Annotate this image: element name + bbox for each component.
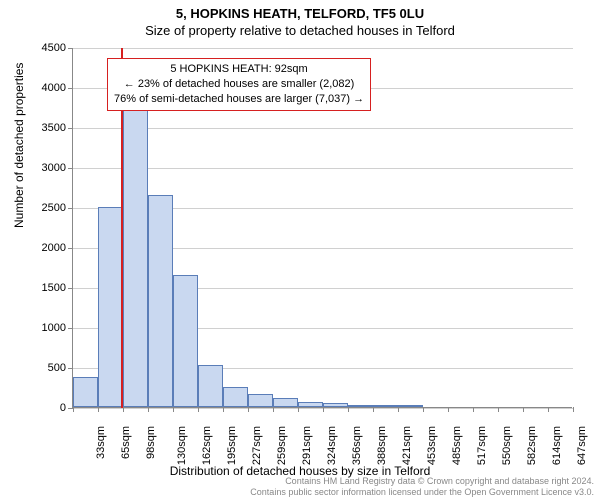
x-tick-mark xyxy=(523,407,524,412)
histogram-bar xyxy=(148,195,173,407)
x-tick-mark xyxy=(248,407,249,412)
x-tick-label: 98sqm xyxy=(145,426,157,459)
y-tick-label: 2000 xyxy=(26,242,66,254)
histogram-bar xyxy=(373,405,398,407)
grid-line xyxy=(73,168,573,169)
histogram-bar xyxy=(198,365,223,407)
x-tick-label: 291sqm xyxy=(301,426,313,465)
y-tick-label: 3500 xyxy=(26,122,66,134)
x-tick-label: 582sqm xyxy=(526,426,538,465)
x-tick-label: 614sqm xyxy=(551,426,563,465)
annotation-box: 5 HOPKINS HEATH: 92sqm ← 23% of detached… xyxy=(107,58,371,111)
histogram-bar xyxy=(123,67,148,407)
histogram-bar xyxy=(323,403,348,407)
x-tick-mark xyxy=(298,407,299,412)
footer-line-2: Contains public sector information licen… xyxy=(250,487,594,498)
x-tick-label: 388sqm xyxy=(376,426,388,465)
y-tick-mark xyxy=(68,128,73,129)
y-tick-label: 3000 xyxy=(26,162,66,174)
histogram-bar xyxy=(173,275,198,407)
y-tick-mark xyxy=(68,328,73,329)
y-tick-label: 500 xyxy=(26,362,66,374)
histogram-bar xyxy=(248,394,273,407)
y-tick-mark xyxy=(68,88,73,89)
footer-line-1: Contains HM Land Registry data © Crown c… xyxy=(250,476,594,487)
y-tick-mark xyxy=(68,48,73,49)
x-tick-mark xyxy=(348,407,349,412)
y-tick-mark xyxy=(68,248,73,249)
x-tick-label: 485sqm xyxy=(451,426,463,465)
y-axis-label: Number of detached properties xyxy=(12,63,26,228)
x-tick-label: 324sqm xyxy=(326,426,338,465)
x-tick-mark xyxy=(73,407,74,412)
grid-line xyxy=(73,48,573,49)
x-tick-label: 195sqm xyxy=(226,426,238,465)
x-tick-mark xyxy=(98,407,99,412)
x-tick-label: 517sqm xyxy=(476,426,488,465)
footer-attribution: Contains HM Land Registry data © Crown c… xyxy=(250,476,594,498)
y-tick-mark xyxy=(68,168,73,169)
chart-area: 5 HOPKINS HEATH: 92sqm ← 23% of detached… xyxy=(72,48,572,408)
histogram-bar xyxy=(223,387,248,407)
x-tick-mark xyxy=(223,407,224,412)
x-tick-label: 162sqm xyxy=(201,426,213,465)
y-tick-label: 4000 xyxy=(26,82,66,94)
x-tick-label: 227sqm xyxy=(251,426,263,465)
x-tick-mark xyxy=(198,407,199,412)
chart-title-sub: Size of property relative to detached ho… xyxy=(0,21,600,38)
x-tick-mark xyxy=(398,407,399,412)
histogram-bar xyxy=(98,207,123,407)
histogram-bar xyxy=(273,398,298,407)
histogram-bar xyxy=(298,402,323,407)
x-tick-label: 33sqm xyxy=(95,426,107,459)
histogram-bar xyxy=(348,405,373,407)
x-tick-mark xyxy=(273,407,274,412)
annotation-line-2: ← 23% of detached houses are smaller (2,… xyxy=(114,77,364,92)
y-tick-label: 1000 xyxy=(26,322,66,334)
x-tick-mark xyxy=(323,407,324,412)
y-tick-label: 2500 xyxy=(26,202,66,214)
x-tick-label: 130sqm xyxy=(176,426,188,465)
x-tick-mark xyxy=(173,407,174,412)
x-tick-mark xyxy=(148,407,149,412)
y-tick-label: 0 xyxy=(26,402,66,414)
annotation-line-3: 76% of semi-detached houses are larger (… xyxy=(114,92,364,107)
x-tick-mark xyxy=(573,407,574,412)
x-tick-label: 65sqm xyxy=(120,426,132,459)
grid-line xyxy=(73,128,573,129)
x-tick-mark xyxy=(473,407,474,412)
chart-title-main: 5, HOPKINS HEATH, TELFORD, TF5 0LU xyxy=(0,0,600,21)
y-tick-mark xyxy=(68,368,73,369)
x-tick-label: 550sqm xyxy=(501,426,513,465)
annotation-line-1: 5 HOPKINS HEATH: 92sqm xyxy=(114,62,364,77)
y-tick-label: 4500 xyxy=(26,42,66,54)
x-tick-mark xyxy=(548,407,549,412)
histogram-bar xyxy=(73,377,98,407)
x-tick-mark xyxy=(123,407,124,412)
y-tick-mark xyxy=(68,288,73,289)
histogram-bar xyxy=(398,405,423,407)
y-tick-label: 1500 xyxy=(26,282,66,294)
x-tick-mark xyxy=(423,407,424,412)
x-tick-label: 453sqm xyxy=(426,426,438,465)
x-tick-label: 647sqm xyxy=(576,426,588,465)
y-tick-mark xyxy=(68,208,73,209)
x-tick-mark xyxy=(448,407,449,412)
x-tick-label: 421sqm xyxy=(401,426,413,465)
x-tick-label: 356sqm xyxy=(351,426,363,465)
x-tick-label: 259sqm xyxy=(276,426,288,465)
x-tick-mark xyxy=(373,407,374,412)
x-tick-mark xyxy=(498,407,499,412)
